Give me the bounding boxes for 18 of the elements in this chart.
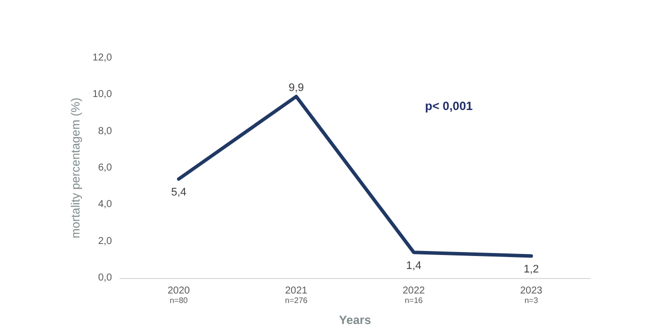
data-label: 9,9 xyxy=(288,82,304,94)
x-tick-label: 2021 n=276 xyxy=(285,286,308,305)
x-tick-label: 2020 n=80 xyxy=(168,286,190,305)
y-tick-label: 2,0 xyxy=(98,236,112,247)
data-label: 1,2 xyxy=(524,264,539,276)
y-tick-label: 0,0 xyxy=(98,272,112,284)
x-tick-label: 2023 n=3 xyxy=(520,286,543,305)
data-label: 1,4 xyxy=(406,260,422,272)
y-axis-title: mortality percentagem (%) xyxy=(68,98,83,238)
y-tick-label: 4,0 xyxy=(98,199,112,210)
y-tick-label: 10,0 xyxy=(92,89,112,100)
y-tick-label: 12,0 xyxy=(92,52,112,64)
y-tick-label: 8,0 xyxy=(98,126,112,137)
x-tick-label: 2022 n=16 xyxy=(402,286,426,305)
annotation: p< 0,001 xyxy=(425,99,474,113)
y-tick-label: 6,0 xyxy=(98,162,112,174)
data-label: 5,4 xyxy=(171,186,186,198)
x-axis-title: Years xyxy=(338,313,372,327)
